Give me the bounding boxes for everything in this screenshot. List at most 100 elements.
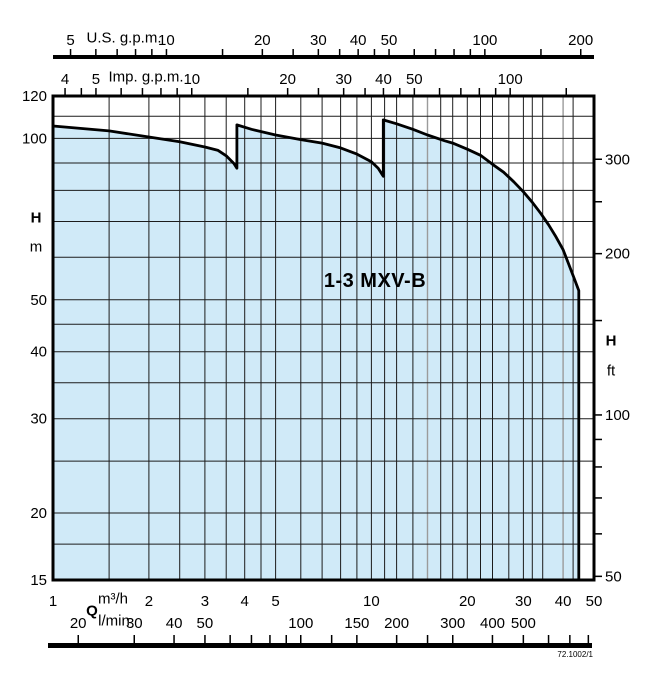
h-axis-unit-m: m bbox=[29, 238, 43, 256]
q-m3h-tick-label: 1 bbox=[49, 593, 57, 610]
us-gpm-tick bbox=[540, 49, 542, 55]
us-gpm-tick bbox=[373, 49, 376, 55]
lmin-tick bbox=[330, 635, 333, 643]
h-ft-tick bbox=[594, 575, 602, 578]
q-m3h-tick-label: 4 bbox=[241, 593, 249, 610]
us-gpm-tick bbox=[338, 49, 341, 55]
h-m-tick-label: 120 bbox=[22, 88, 47, 105]
lmin-tick-label: 150 bbox=[344, 615, 369, 632]
lmin-tick-label: 20 bbox=[70, 615, 87, 632]
imp-gpm-tick bbox=[247, 88, 249, 96]
lmin-tick-label: 300 bbox=[440, 615, 465, 632]
h-ft-tick bbox=[594, 252, 602, 255]
h-axis-symbol-right: H bbox=[605, 332, 617, 350]
us-gpm-tick bbox=[95, 49, 97, 55]
lmin-tick bbox=[547, 635, 550, 643]
series-range-label: 1-3 MXV-B bbox=[323, 270, 427, 292]
imp-gpm-tick-label: 4 bbox=[61, 71, 69, 88]
lmin-tick-label: 200 bbox=[384, 615, 409, 632]
h-ft-tick-label: 200 bbox=[605, 246, 630, 263]
imp-gpm-tick bbox=[342, 88, 345, 96]
q-m3h-tick-label: 3 bbox=[201, 593, 209, 610]
lmin-tick-label: 40 bbox=[166, 615, 183, 632]
h-ft-tick bbox=[594, 497, 602, 499]
us-gpm-axis-title: U.S. g.p.m. bbox=[86, 29, 162, 47]
us-gpm-tick bbox=[580, 49, 582, 55]
imp-gpm-tick bbox=[565, 88, 567, 96]
imp-gpm-tick bbox=[494, 88, 497, 96]
imp-gpm-tick bbox=[80, 88, 83, 96]
imp-gpm-tick bbox=[176, 88, 178, 96]
h-m-tick-label: 30 bbox=[30, 411, 47, 428]
h-ft-tick bbox=[594, 414, 602, 416]
q-m3h-tick-label: 2 bbox=[145, 593, 153, 610]
us-gpm-tick bbox=[261, 49, 264, 55]
imp-gpm-tick bbox=[141, 88, 144, 96]
imp-gpm-tick bbox=[478, 88, 481, 96]
us-gpm-tick bbox=[69, 49, 72, 55]
lmin-tick-label: 500 bbox=[511, 615, 536, 632]
q-axis-symbol: Q bbox=[86, 602, 98, 620]
us-gpm-tick-label: 30 bbox=[310, 32, 327, 49]
us-gpm-tick bbox=[357, 49, 359, 55]
us-gpm-tick bbox=[434, 49, 437, 55]
h-ft-tick bbox=[594, 533, 602, 535]
envelope-curve bbox=[51, 118, 581, 582]
lmin-tick-label: 30 bbox=[126, 615, 143, 632]
us-gpm-tick bbox=[469, 49, 472, 55]
h-ft-tick bbox=[594, 158, 602, 160]
imp-gpm-tick-label: 5 bbox=[92, 71, 100, 88]
imp-gpm-tick bbox=[509, 88, 511, 96]
lmin-tick-label: 100 bbox=[288, 615, 313, 632]
lmin-tick bbox=[229, 635, 231, 643]
lmin-tick bbox=[204, 635, 206, 643]
h-ft-tick-label: 50 bbox=[605, 568, 622, 585]
us-gpm-tick bbox=[388, 49, 390, 55]
q-axis-unit-lmin: l/min bbox=[98, 612, 130, 630]
us-gpm-tick-label: 50 bbox=[381, 32, 398, 49]
us-gpm-axis-line bbox=[53, 55, 594, 59]
imp-gpm-tick bbox=[120, 88, 122, 96]
h-ft-tick bbox=[594, 466, 602, 468]
imp-gpm-tick-label: 20 bbox=[279, 71, 296, 88]
coverage-area-fill bbox=[53, 119, 579, 581]
h-m-tick-label: 15 bbox=[30, 572, 47, 589]
lmin-axis-line bbox=[48, 643, 592, 648]
us-gpm-tick bbox=[413, 49, 415, 55]
lmin-tick bbox=[285, 635, 287, 643]
plot-border bbox=[51, 94, 596, 582]
us-gpm-tick-label: 40 bbox=[350, 32, 367, 49]
h-ft-tick-label: 100 bbox=[605, 407, 630, 424]
us-gpm-tick bbox=[165, 49, 168, 55]
lmin-tick bbox=[173, 635, 175, 643]
h-m-tick-label: 100 bbox=[22, 130, 47, 147]
h-ft-tick bbox=[594, 319, 602, 322]
imp-gpm-tick bbox=[95, 88, 97, 96]
us-gpm-tick bbox=[221, 49, 224, 55]
us-gpm-tick bbox=[484, 49, 486, 55]
q-m3h-tick-label: 40 bbox=[555, 593, 572, 610]
imp-gpm-tick bbox=[317, 88, 320, 96]
h-m-tick-label: 50 bbox=[30, 292, 47, 309]
q-m3h-tick-label: 5 bbox=[271, 593, 279, 610]
us-gpm-tick bbox=[116, 49, 118, 55]
imp-gpm-tick-label: 50 bbox=[406, 71, 423, 88]
imp-gpm-tick-label: 100 bbox=[498, 71, 523, 88]
imp-gpm-tick bbox=[413, 88, 416, 96]
imp-gpm-tick bbox=[191, 88, 193, 96]
lmin-tick bbox=[426, 635, 429, 643]
us-gpm-tick bbox=[151, 49, 153, 55]
us-gpm-tick bbox=[317, 49, 320, 55]
q-m3h-tick-label: 10 bbox=[363, 593, 380, 610]
h-axis-unit-ft: ft bbox=[606, 362, 616, 380]
figure-code: 72.1002/1 bbox=[557, 650, 593, 659]
imp-gpm-tick bbox=[286, 88, 289, 96]
lmin-tick bbox=[250, 635, 253, 643]
q-m3h-tick-label: 50 bbox=[586, 593, 603, 610]
us-gpm-tick-label: 5 bbox=[66, 32, 74, 49]
q-m3h-tick-label: 30 bbox=[515, 593, 532, 610]
us-gpm-tick-label: 10 bbox=[158, 32, 175, 49]
imp-gpm-tick bbox=[438, 88, 441, 96]
imp-gpm-tick bbox=[399, 88, 401, 96]
